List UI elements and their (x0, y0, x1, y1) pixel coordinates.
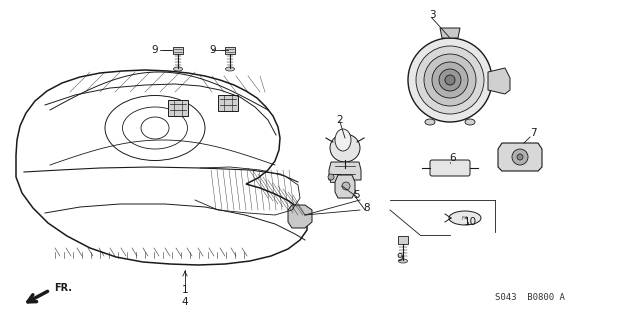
Ellipse shape (449, 211, 481, 225)
Circle shape (517, 154, 523, 160)
Polygon shape (498, 143, 542, 171)
Circle shape (408, 38, 492, 122)
Circle shape (512, 149, 528, 165)
Polygon shape (488, 68, 510, 94)
FancyBboxPatch shape (218, 95, 238, 111)
Text: S043  B0800 A: S043 B0800 A (495, 293, 565, 302)
Circle shape (342, 182, 350, 190)
Polygon shape (329, 162, 361, 180)
Text: 4: 4 (182, 297, 188, 307)
Ellipse shape (330, 134, 360, 162)
Ellipse shape (225, 67, 234, 71)
Ellipse shape (465, 119, 475, 125)
FancyBboxPatch shape (430, 160, 470, 176)
Text: 1: 1 (182, 285, 188, 295)
Text: F4: F4 (461, 216, 468, 220)
Text: 8: 8 (364, 203, 371, 213)
Ellipse shape (173, 67, 182, 71)
Text: 2: 2 (337, 115, 343, 125)
Text: 7: 7 (530, 128, 536, 138)
FancyBboxPatch shape (168, 100, 188, 116)
Circle shape (432, 62, 468, 98)
Text: FR.: FR. (54, 283, 72, 293)
FancyBboxPatch shape (173, 47, 183, 54)
Circle shape (328, 174, 334, 180)
FancyBboxPatch shape (225, 47, 235, 54)
FancyBboxPatch shape (330, 174, 340, 182)
Polygon shape (440, 28, 460, 38)
Text: 3: 3 (429, 10, 435, 20)
Text: 9: 9 (152, 45, 158, 55)
Text: 9: 9 (397, 253, 403, 263)
Text: 6: 6 (450, 153, 456, 163)
Circle shape (424, 54, 476, 106)
Text: 5: 5 (354, 190, 360, 200)
Ellipse shape (399, 259, 408, 263)
Ellipse shape (335, 129, 351, 151)
Circle shape (439, 69, 461, 91)
Text: 9: 9 (210, 45, 216, 55)
Polygon shape (335, 175, 355, 198)
Polygon shape (288, 205, 312, 228)
FancyBboxPatch shape (398, 236, 408, 244)
Circle shape (416, 46, 484, 114)
Text: 10: 10 (463, 217, 477, 227)
Circle shape (445, 75, 455, 85)
Ellipse shape (425, 119, 435, 125)
